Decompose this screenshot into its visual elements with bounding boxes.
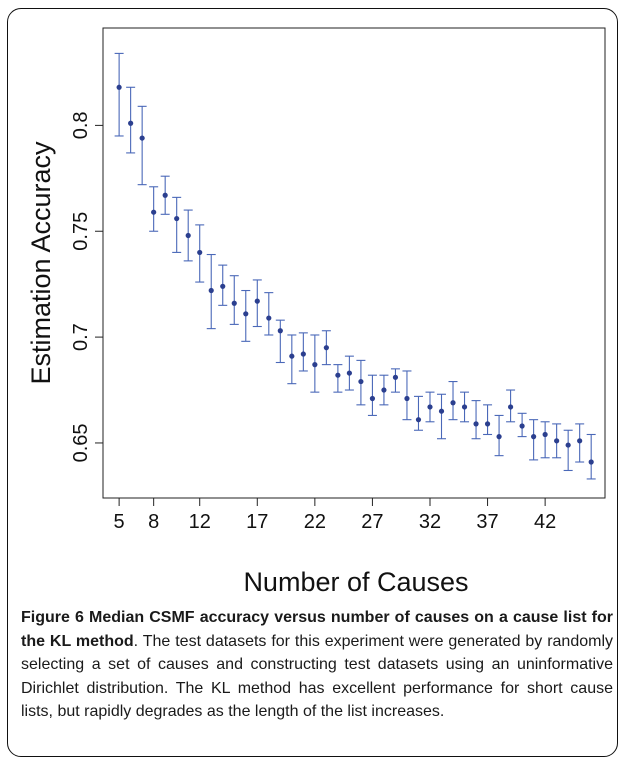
error-bar [287,334,297,385]
error-bar [333,364,343,393]
error-bar [529,419,539,461]
data-point [323,345,329,351]
plot-area [102,27,606,499]
x-tick-label: 17 [246,511,268,533]
error-bar [471,400,481,440]
caption-title: Figure 6 Median CSMF accuracy versus num… [21,609,613,650]
data-point [197,249,203,256]
data-point [381,387,387,393]
data-point [450,400,456,406]
error-bar [264,292,274,336]
x-tick-label: 32 [419,511,441,533]
y-axis-label: Estimation Accuracy [26,141,56,385]
data-point [404,395,410,402]
y-tick-label: 0.75 [70,212,92,251]
data-point [531,434,537,440]
caption-text: . The test datasets for this experiment … [21,632,613,721]
data-point [139,135,145,141]
y-tick-label: 0.7 [70,323,92,351]
data-point [415,417,422,423]
error-bar [586,433,596,480]
data-points [116,84,594,465]
y-axis: 0.65 0.7 0.75 0.8 [70,111,103,462]
error-bar [229,275,239,325]
error-bar [137,105,147,186]
data-point [427,404,433,410]
figure-caption: Figure 6 Median CSMF accuracy versus num… [21,606,613,724]
data-point [231,300,237,306]
x-tick-label: 42 [534,511,556,533]
x-tick-label: 22 [304,511,326,533]
data-point [346,370,352,376]
y-tick-label: 0.65 [70,423,92,462]
error-bar [367,374,377,416]
data-point [220,283,226,289]
data-point [473,421,479,427]
data-point [208,287,214,294]
data-point [438,408,445,414]
data-point [461,404,468,410]
data-point [243,311,249,317]
data-point [162,192,168,198]
data-point [496,434,502,440]
data-point [128,120,134,126]
data-point [151,209,157,215]
data-point [542,431,548,438]
data-point [577,438,583,444]
x-tick-label: 5 [114,511,125,533]
figure-frame [7,8,618,757]
error-bar [437,393,447,440]
error-bar [126,86,136,154]
x-tick-label: 12 [189,511,211,533]
data-point [358,378,364,385]
error-bar [402,370,412,421]
error-bar [390,368,400,393]
data-point [588,459,594,465]
x-tick-label: 27 [361,511,383,533]
y-tick-label: 0.8 [70,111,92,139]
x-axis-label: Number of Causes [243,567,468,597]
x-axis: 5 8 12 17 22 27 32 37 42 [114,498,556,533]
error-bar [114,52,124,137]
data-point [507,404,514,410]
data-point [312,362,318,368]
error-bar [540,421,550,459]
data-point [300,351,306,357]
error-bar [275,319,285,364]
data-point [519,423,525,429]
data-point [266,315,272,321]
error-bar [483,404,493,436]
data-point [277,328,283,334]
error-bars [114,52,596,480]
error-bar [149,186,159,232]
data-point [335,372,341,378]
data-point [565,442,571,448]
data-point [554,438,560,444]
error-bar [172,196,182,253]
x-tick-label: 8 [148,511,159,533]
data-point [289,353,295,359]
data-point [174,215,180,222]
chart: 5 8 12 17 22 27 32 37 42 0.65 0.7 0.75 0.8 Number o… [26,27,606,597]
data-point [185,232,191,239]
data-point [369,395,376,402]
data-point [392,374,399,380]
data-point [254,298,260,304]
x-tick-label: 37 [476,511,498,533]
data-point [116,84,122,90]
error-bar [413,395,423,431]
data-point [484,421,491,427]
error-bar [563,429,573,472]
